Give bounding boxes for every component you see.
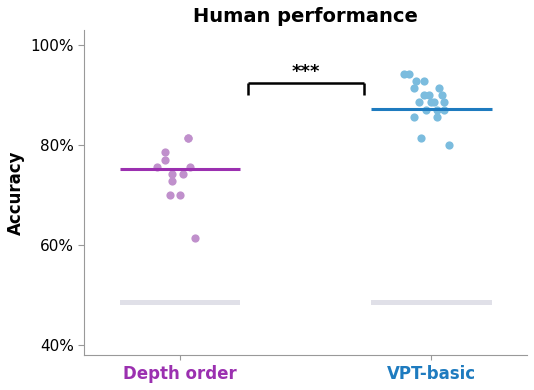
Point	[178, 171, 187, 177]
Point	[420, 92, 428, 98]
Point	[176, 192, 184, 199]
Point	[183, 135, 192, 142]
Point	[437, 92, 446, 98]
Point	[445, 142, 453, 149]
Bar	[371, 300, 492, 305]
Point	[422, 107, 431, 113]
Point	[417, 135, 426, 142]
Point	[168, 178, 177, 184]
Point	[440, 99, 449, 105]
Point	[168, 171, 177, 177]
Point	[432, 107, 441, 113]
Title: Human performance: Human performance	[193, 7, 418, 26]
Point	[412, 78, 421, 84]
Point	[161, 149, 169, 156]
Point	[153, 164, 162, 170]
Point	[161, 157, 169, 163]
Text: ***: ***	[292, 63, 320, 81]
Point	[186, 164, 194, 170]
Point	[430, 99, 438, 105]
Point	[191, 235, 199, 241]
Point	[414, 99, 423, 105]
Point	[183, 135, 192, 142]
Point	[399, 71, 408, 77]
Point	[435, 85, 443, 91]
Point	[410, 85, 418, 91]
Point	[440, 107, 449, 113]
Point	[420, 78, 428, 84]
Point	[166, 192, 174, 199]
Point	[425, 92, 433, 98]
Y-axis label: Accuracy: Accuracy	[7, 151, 25, 235]
Point	[405, 71, 413, 77]
Point	[410, 113, 418, 120]
Point	[427, 99, 436, 105]
Point	[432, 113, 441, 120]
Bar	[120, 300, 240, 305]
